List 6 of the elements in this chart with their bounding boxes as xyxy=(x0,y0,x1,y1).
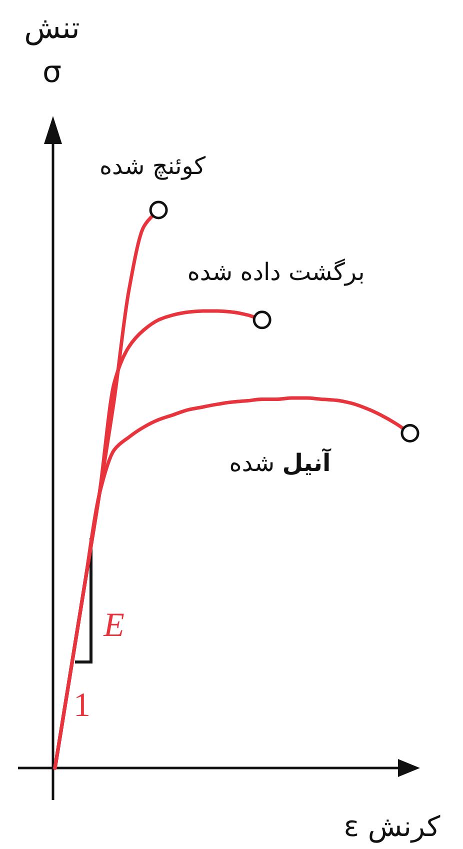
annotation: 1 xyxy=(74,687,90,724)
annotation: E xyxy=(102,607,125,644)
series-label: آنیل شده xyxy=(229,448,332,478)
x-axis-title: ε کرنش xyxy=(344,810,441,843)
series-label: برگشت داده شده xyxy=(187,258,365,286)
series-label: کوئنچ شده xyxy=(99,152,206,180)
